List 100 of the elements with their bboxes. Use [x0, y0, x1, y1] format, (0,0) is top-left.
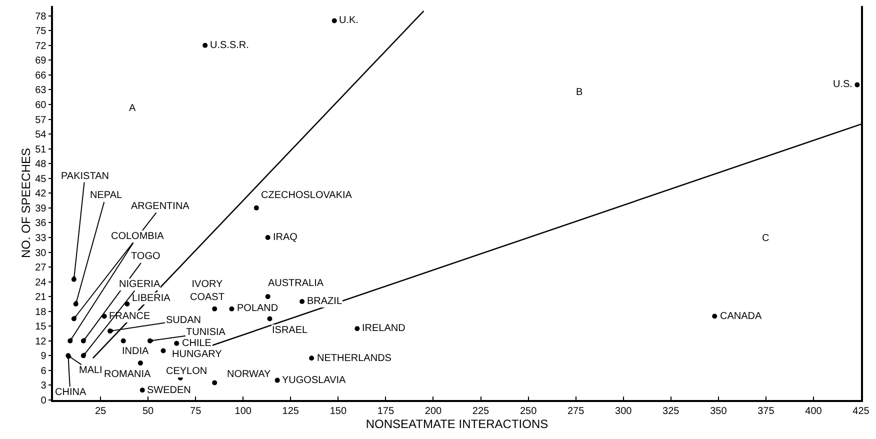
annotation: U.S. [833, 79, 852, 90]
y-tick-label: 78 [35, 11, 47, 22]
y-tick-label: 12 [35, 336, 47, 348]
annotation: BRAZIL [307, 296, 342, 307]
point [265, 294, 270, 300]
y-tick-label: 60 [35, 100, 47, 111]
x-tick-label: 125 [282, 406, 300, 417]
annotation: LIBERIA [132, 293, 171, 304]
x-tick-label: 100 [234, 406, 252, 417]
y-tick-label: 63 [35, 85, 47, 96]
point [254, 205, 259, 210]
x-tick-label: 300 [615, 406, 632, 417]
x-tick-label: 375 [758, 406, 775, 417]
y-tick-label: 33 [35, 232, 47, 244]
point [300, 299, 305, 304]
x-tick-label: 25 [94, 406, 107, 417]
x-tick-label: 325 [662, 406, 680, 417]
y-tick-label: 51 [35, 144, 47, 156]
annotation: TOGO [131, 251, 160, 262]
annotation: NEPAL [90, 190, 122, 201]
y-tick-label: 45 [35, 174, 47, 185]
y-tick-label: 72 [35, 40, 47, 52]
point [354, 326, 360, 332]
y-axis-title: NO. OF SPEECHES [18, 148, 33, 258]
point [212, 380, 218, 386]
annotation: CHINA [55, 387, 86, 398]
point [160, 348, 166, 354]
x-tick-label: 400 [805, 406, 822, 417]
point [140, 388, 145, 393]
annotation: B [576, 87, 583, 98]
annotation: INDIA [122, 346, 149, 357]
point [265, 234, 270, 240]
y-tick-label: 0 [40, 396, 47, 406]
annotation: CZECHOSLOVAKIA [261, 190, 352, 201]
annotation: U.S.S.R. [210, 40, 249, 51]
annotation: AUSTRALIA [268, 278, 324, 289]
point [212, 306, 218, 312]
point [124, 301, 130, 306]
point [274, 378, 280, 383]
y-tick-label: 48 [35, 159, 47, 170]
y-tick-label: 21 [35, 292, 47, 304]
point [174, 340, 180, 346]
point [854, 82, 860, 88]
annotation: NETHERLANDS [317, 353, 392, 364]
annotation: IRELAND [362, 323, 406, 334]
x-tick-label: 175 [377, 406, 394, 417]
annotation: ARGENTINA [131, 201, 190, 212]
x-tick-label: 250 [520, 406, 538, 417]
point [202, 42, 208, 48]
point [229, 306, 234, 312]
point [712, 314, 718, 319]
annotation: IVORY COAST [190, 279, 224, 303]
x-tick-label: 275 [567, 406, 585, 417]
point [332, 18, 337, 24]
annotation: ROMANIA [104, 369, 151, 380]
annotation: C [762, 233, 770, 244]
x-tick-label: 50 [142, 406, 154, 417]
annotation: CEYLON [166, 366, 208, 377]
annotation: U.K. [339, 15, 358, 26]
y-tick-label: 57 [35, 114, 47, 126]
annotation: ISRAEL [272, 325, 308, 336]
annotation: SUDAN [166, 315, 202, 326]
y-tick-label: 54 [35, 130, 47, 141]
y-tick-label: 9 [40, 351, 47, 362]
y-tick-label: 15 [35, 322, 47, 333]
x-tick-label: 200 [424, 406, 442, 417]
y-tick-label: 30 [35, 248, 47, 259]
x-axis-title: NONSEATMATE INTERACTIONS [366, 417, 548, 432]
annotation: CANADA [720, 311, 762, 322]
point [267, 316, 272, 322]
annotation: IRAQ [273, 232, 298, 243]
annotation: COLOMBIA [111, 231, 164, 242]
x-tick-label: 225 [472, 406, 490, 417]
annotation: A [129, 103, 136, 114]
annotation: NORWAY [227, 369, 272, 380]
y-tick-label: 24 [35, 277, 47, 288]
annotation: TUNISIA [186, 327, 226, 338]
y-tick-label: 27 [35, 262, 47, 274]
point [309, 356, 314, 361]
x-tick-label: 425 [852, 406, 870, 417]
point [138, 360, 143, 366]
annotation: SWEDEN [147, 385, 191, 396]
point [120, 338, 126, 344]
annotation: PAKISTAN [61, 171, 109, 182]
annotation: HUNGARY [172, 349, 222, 360]
annotation: CHILE [182, 338, 212, 349]
y-tick-label: 6 [40, 366, 47, 377]
y-tick-label: 39 [35, 203, 47, 214]
y-tick-label: 42 [35, 188, 47, 200]
y-tick-label: 18 [35, 306, 47, 318]
annotation: POLAND [237, 303, 278, 314]
y-tick-label: 75 [35, 26, 47, 38]
x-tick-label: 75 [190, 406, 202, 417]
x-tick-label: 350 [710, 406, 728, 417]
y-tick-label: 66 [35, 70, 47, 82]
annotation: MALI [79, 365, 102, 376]
annotation: YUGOSLAVIA [282, 375, 346, 386]
y-tick-label: 36 [35, 218, 47, 230]
annotation: NIGERIA [119, 279, 160, 290]
y-tick-label: 69 [35, 56, 47, 67]
